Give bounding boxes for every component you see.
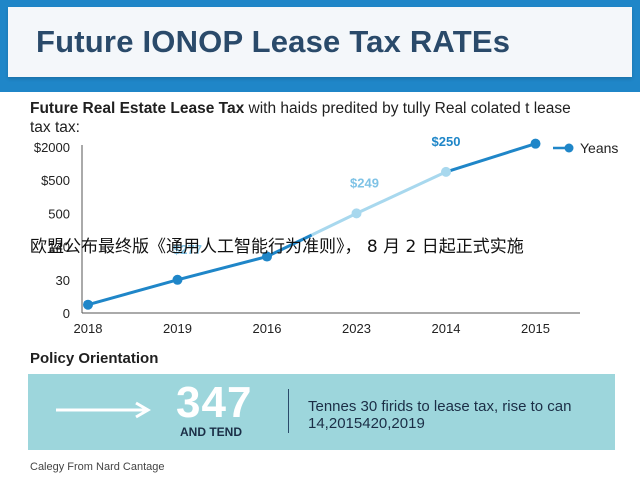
chart-subtitle: Future Real Estate Lease Tax with haids …: [30, 99, 590, 137]
subtitle-rest: with haids predited by tully Real colate…: [30, 100, 571, 136]
footer-source: Calegy From Nard Cantage: [30, 461, 165, 473]
data-label: $249: [350, 175, 379, 190]
y-tick-label: $2000: [34, 140, 70, 155]
policy-divider: [288, 389, 289, 433]
subtitle-bold: Future Real Estate Lease Tax: [30, 100, 245, 117]
y-tick-label: 140: [48, 240, 70, 255]
data-label: $250: [432, 135, 461, 149]
x-tick-label: 2016: [253, 321, 282, 336]
policy-heading: Policy Orientation: [30, 350, 159, 367]
line-chart: $2000 $500 500 140 30 0 2018 2019 2016 2023 2014 20…: [34, 135, 619, 336]
y-tick-label: 30: [56, 273, 70, 288]
title-banner: Future IONOP Lease Tax RATEs: [0, 0, 640, 92]
data-label: $277: [173, 242, 202, 257]
legend-label: Yeans: [580, 140, 618, 156]
y-tick-label: 500: [48, 206, 70, 221]
x-tick-label: 2019: [163, 321, 192, 336]
policy-number: 347: [176, 378, 253, 427]
x-tick-label: 2023: [342, 321, 371, 336]
x-tick-label: 2015: [521, 321, 550, 336]
policy-number-caption: AND TEND: [180, 425, 242, 439]
y-tick-label: 0: [63, 306, 70, 321]
data-point: [441, 166, 451, 177]
page-title: Future IONOP Lease Tax RATEs: [36, 24, 511, 59]
title-card: Future IONOP Lease Tax RATEs: [8, 7, 632, 77]
policy-description: Tennes 30 firids to lease tax, rise to c…: [308, 398, 572, 432]
x-tick-label: 2018: [74, 321, 103, 336]
data-point: [172, 274, 183, 285]
policy-panel: 347 AND TEND Tennes 30 firids to lease t…: [28, 374, 615, 450]
y-tick-label: $500: [41, 173, 70, 188]
data-point: [83, 299, 93, 310]
overlay-caption: 欧盟公布最终版《通用人工智能行为准则》， 8 月 2 日起正式实施: [30, 237, 524, 257]
series-line-end: [445, 142, 536, 174]
right-arrow-icon: [56, 401, 151, 419]
data-point: [262, 251, 272, 262]
legend-marker: [564, 143, 574, 153]
x-tick-label: 2014: [432, 321, 461, 336]
series-line-solid: [87, 233, 313, 307]
data-point: [530, 138, 541, 149]
data-point: [351, 208, 362, 219]
